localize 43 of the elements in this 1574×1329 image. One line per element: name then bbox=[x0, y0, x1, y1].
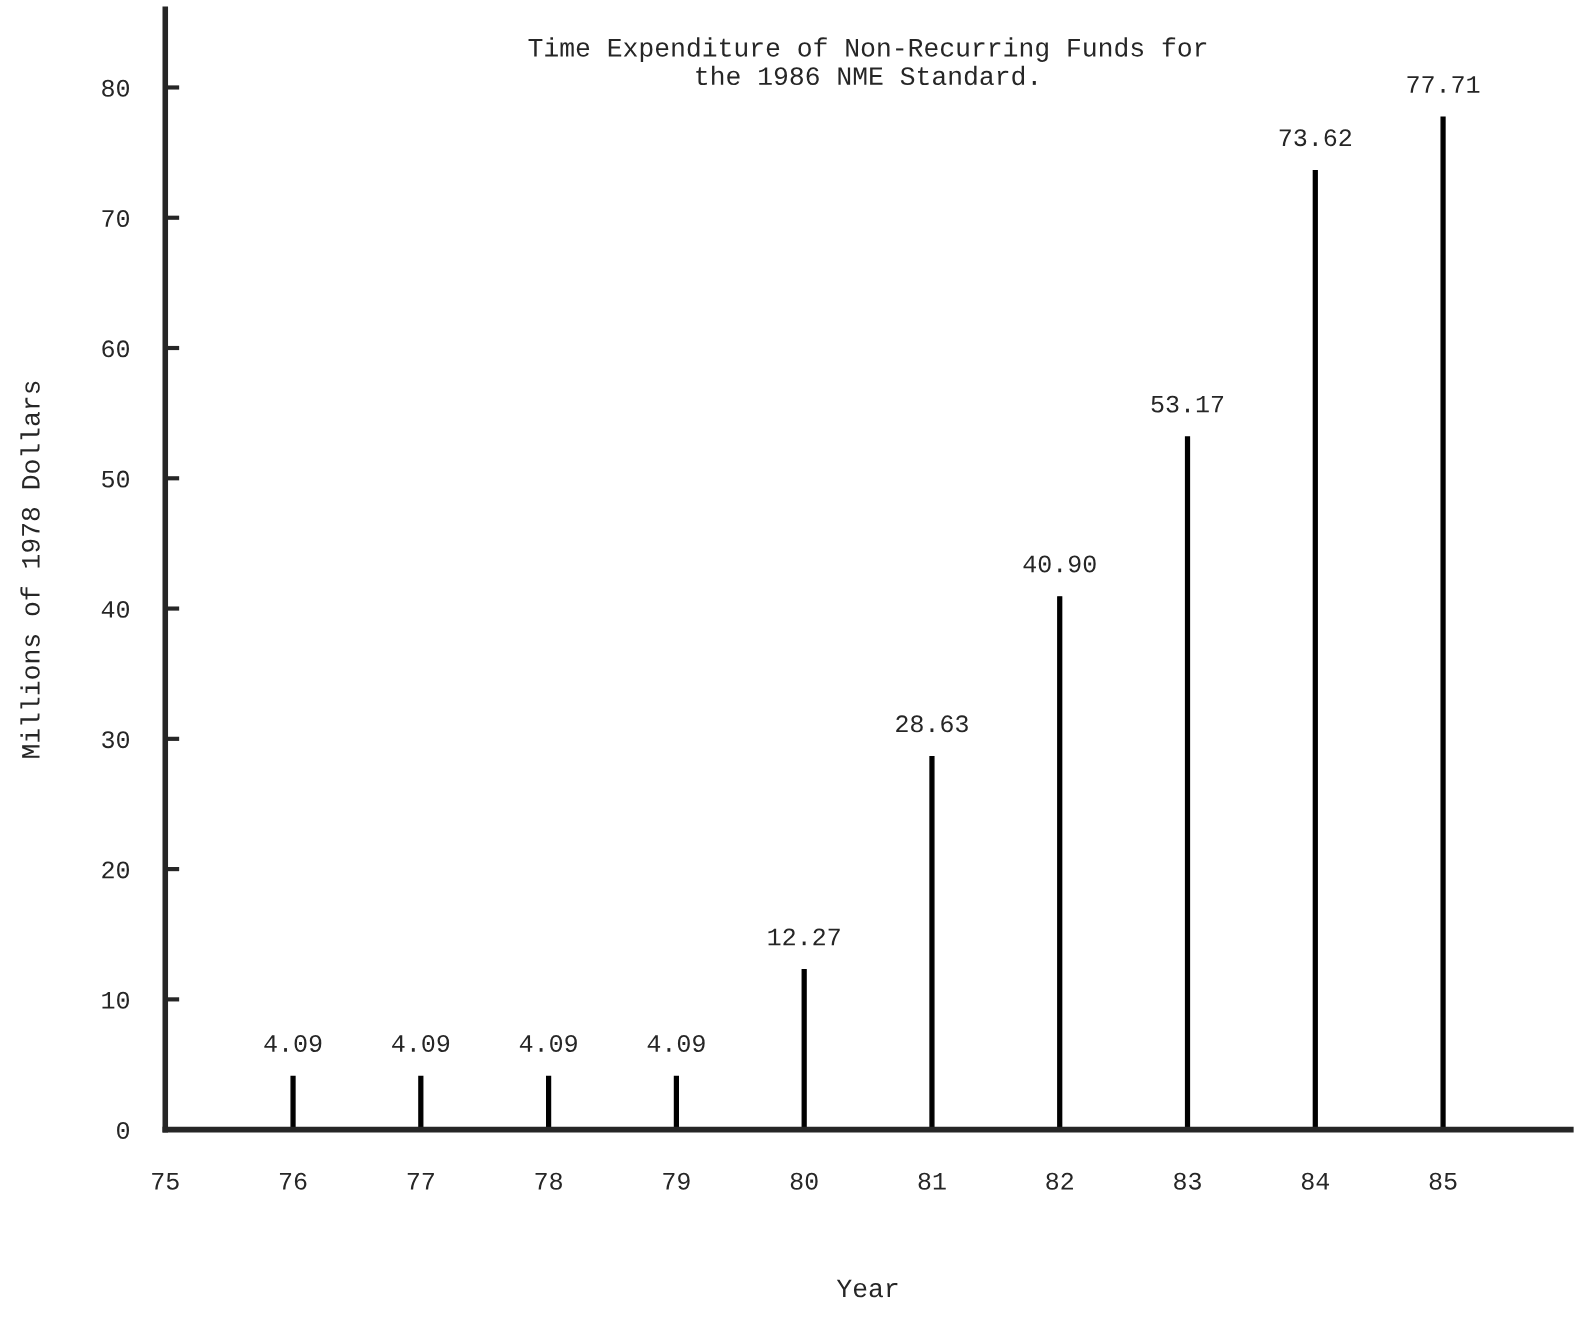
data-label: 4.09 bbox=[647, 1035, 705, 1052]
x-tick-label: 79 bbox=[663, 1172, 690, 1190]
x-tick-label: 82 bbox=[1046, 1172, 1073, 1190]
data-label: 12.27 bbox=[768, 928, 840, 946]
bar bbox=[1184, 436, 1191, 1130]
bar bbox=[1440, 116, 1446, 1130]
bar bbox=[290, 1075, 296, 1130]
x-tick-label: 76 bbox=[279, 1172, 307, 1190]
y-tick-label: 10 bbox=[102, 991, 130, 1009]
data-label: 4.09 bbox=[519, 1035, 577, 1052]
x-tick-label: 83 bbox=[1174, 1172, 1201, 1190]
x-tick-label: 81 bbox=[918, 1172, 946, 1190]
bar bbox=[418, 1075, 424, 1130]
bar bbox=[673, 1075, 680, 1130]
y-tick-label: 0 bbox=[117, 1121, 130, 1139]
x-tick-label: 84 bbox=[1301, 1172, 1330, 1190]
x-tick-label: 85 bbox=[1429, 1172, 1457, 1190]
bar bbox=[1057, 596, 1063, 1130]
y-tick-label: 80 bbox=[102, 79, 130, 97]
y-tick-label: 50 bbox=[102, 470, 130, 488]
bar bbox=[545, 1075, 552, 1130]
bar bbox=[1312, 169, 1318, 1130]
data-label: 4.09 bbox=[264, 1035, 322, 1052]
y-tick-label: 20 bbox=[102, 861, 130, 879]
bar bbox=[929, 755, 935, 1130]
data-label: 4.09 bbox=[392, 1035, 450, 1052]
x-axis-title: Year bbox=[836, 1279, 898, 1298]
x-tick-label: 75 bbox=[152, 1172, 179, 1190]
text: Time Expenditure of Non-Recurring Funds for the 1986 NME Standard. bbox=[528, 37, 1207, 86]
y-tick-label: 60 bbox=[102, 340, 130, 358]
y-tick-label: 40 bbox=[101, 600, 130, 618]
x-tick-label: 77 bbox=[407, 1172, 434, 1190]
data-label: 28.63 bbox=[896, 715, 968, 733]
y-tick-label: 30 bbox=[102, 731, 130, 749]
data-label: 77.71 bbox=[1407, 76, 1480, 93]
data-label: 40.90 bbox=[1023, 555, 1096, 573]
data-label: 73.62 bbox=[1279, 129, 1352, 147]
x-tick-label: 78 bbox=[535, 1172, 562, 1190]
x-tick-label: 80 bbox=[790, 1172, 818, 1190]
y-tick-label: 70 bbox=[102, 210, 130, 228]
y-axis-title: Millions of 1978 Dollars bbox=[20, 381, 40, 758]
bar bbox=[801, 969, 807, 1130]
data-label: 53.17 bbox=[1151, 395, 1224, 413]
